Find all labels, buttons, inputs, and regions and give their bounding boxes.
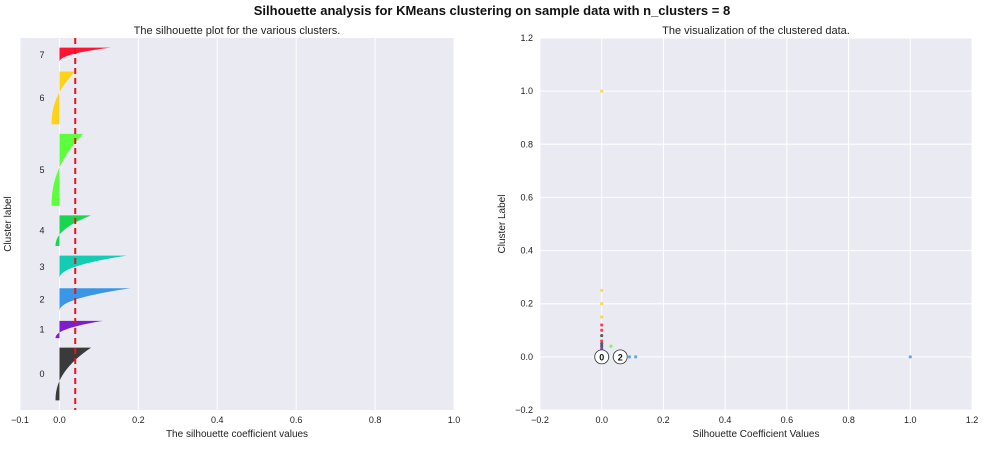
cluster-label-5: 5 (39, 165, 44, 175)
silhouette-x-tick-label: −0.1 (11, 415, 29, 425)
scatter-point (634, 355, 638, 359)
figure-suptitle: Silhouette analysis for KMeans clusterin… (254, 3, 730, 18)
scatter-y-tick-label: 0.0 (520, 352, 533, 362)
scatter-point (600, 341, 604, 346)
scatter-y-tick-labels: −0.2 0.0 0.2 0.4 0.6 0.8 1.0 1.2 (515, 33, 533, 415)
scatter-x-tick-label: 0.8 (842, 415, 855, 425)
scatter-y-axis-label: Cluster Label (497, 195, 508, 254)
cluster-center-marker (594, 349, 610, 365)
scatter-x-tick-label: −0.2 (531, 415, 549, 425)
cluster-center-marker (612, 349, 628, 365)
scatter-point (600, 334, 604, 338)
scatter-point (600, 344, 604, 348)
scatter-x-axis-label: Silhouette Coefficient Values (693, 429, 820, 440)
scatter-point (627, 355, 632, 359)
cluster-label-4: 4 (39, 226, 44, 236)
silhouette-x-tick-label: 0.0 (53, 415, 66, 425)
scatter-x-tick-label: 0.2 (657, 415, 670, 425)
scatter-y-tick-label: −0.2 (515, 405, 533, 415)
silhouette-x-tick-label: 0.6 (290, 415, 303, 425)
silhouette-plot-title: The silhouette plot for the various clus… (134, 25, 341, 37)
silhouette-x-tick-label: 0.4 (211, 415, 224, 425)
scatter-point (600, 323, 604, 327)
scatter-x-tick-label: 0.0 (595, 415, 608, 425)
cluster-center-label: 0 (599, 352, 604, 362)
scatter-gridlines (539, 37, 973, 411)
scatter-x-tick-label: 0.4 (719, 415, 732, 425)
silhouette-x-axis-label: The silhouette coefficient values (166, 429, 308, 440)
silhouette-x-tick-labels: −0.1 0.0 0.2 0.4 0.6 0.8 1.0 (11, 415, 460, 425)
scatter-plot-title: The visualization of the clustered data. (662, 25, 850, 37)
silhouette-plot: 0 1 2 3 4 5 6 7 −0.1 0.0 0.2 0.4 0.6 0.8 1.0 The silh… (3, 25, 460, 440)
silhouette-plot-background (20, 38, 454, 410)
silhouette-x-tick-label: 0.2 (132, 415, 145, 425)
cluster-label-2: 2 (39, 295, 44, 305)
cluster-label-3: 3 (39, 262, 44, 272)
silhouette-cluster-5 (51, 133, 84, 206)
silhouette-cluster-1 (55, 320, 103, 339)
silhouette-x-tick-label: 1.0 (448, 415, 461, 425)
scatter-point (600, 288, 604, 293)
cluster-label-0: 0 (39, 369, 44, 379)
scatter-y-tick-label: 0.2 (520, 299, 533, 309)
scatter-x-tick-labels: −0.2 0.0 0.2 0.4 0.6 0.8 1.0 1.2 (531, 415, 978, 425)
silhouette-x-tick-label: 0.8 (369, 415, 382, 425)
cluster-label-6: 6 (39, 93, 44, 103)
scatter-point (609, 344, 613, 348)
silhouette-cluster-7 (59, 47, 111, 62)
scatter-y-tick-label: 0.6 (520, 192, 533, 202)
cluster-center-label: 2 (618, 352, 623, 362)
silhouette-cluster-0 (55, 347, 92, 401)
scatter-x-tick-label: 1.2 (966, 415, 979, 425)
scatter-y-tick-label: 0.4 (520, 246, 533, 256)
silhouette-cluster-6 (51, 71, 76, 125)
cluster-label-7: 7 (39, 50, 44, 60)
scatter-plot-background (540, 38, 972, 410)
silhouette-y-axis-label: Cluster label (3, 196, 14, 252)
scatter-y-tick-label: 1.2 (520, 33, 533, 43)
scatter-point (600, 89, 604, 93)
scatter-point (908, 355, 912, 359)
silhouette-cluster-4 (55, 215, 92, 247)
silhouette-cluster-labels: 0 1 2 3 4 5 6 7 (39, 50, 44, 379)
scatter-x-tick-label: 1.0 (904, 415, 917, 425)
cluster-label-1: 1 (39, 324, 44, 334)
scatter-point (600, 339, 604, 343)
scatter-y-tick-label: 0.8 (520, 139, 533, 149)
scatter-y-tick-label: 1.0 (520, 86, 533, 96)
scatter-point (600, 328, 604, 332)
scatter-point (600, 315, 604, 319)
scatter-x-tick-label: 0.6 (781, 415, 794, 425)
scatter-point (600, 302, 604, 306)
silhouette-cluster-2 (59, 288, 131, 312)
